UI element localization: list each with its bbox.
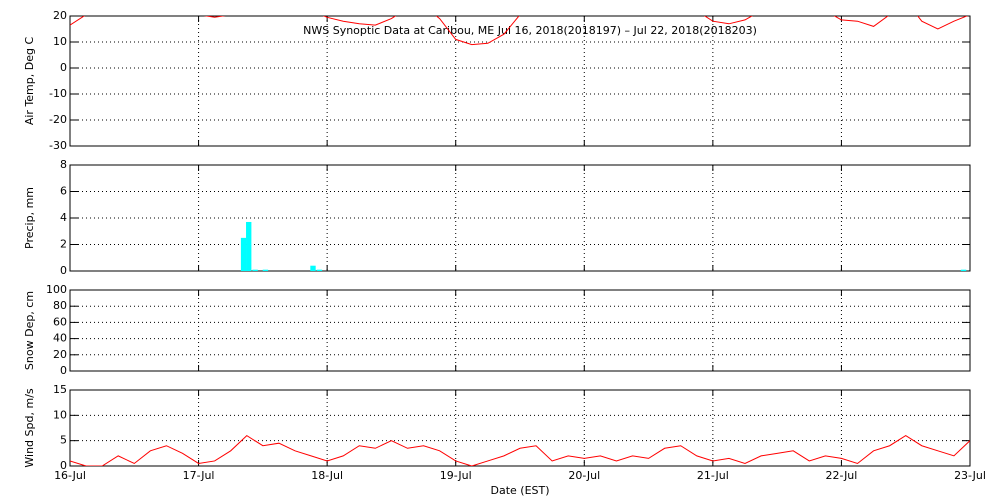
- bar: [310, 265, 316, 271]
- bar: [316, 269, 323, 271]
- y-tick-label: 10: [53, 408, 67, 421]
- x-tick-label: 22-Jul: [825, 469, 857, 482]
- y-tick-label: 10: [53, 35, 67, 48]
- bar: [960, 269, 967, 271]
- plot-area: [240, 221, 967, 271]
- y-tick-label: 40: [53, 332, 67, 345]
- y-axis-label: Snow Dep, cm: [23, 291, 36, 370]
- x-tick-label: 16-Jul: [54, 469, 86, 482]
- x-tick-label: 19-Jul: [440, 469, 472, 482]
- plot-area: [70, 434, 970, 466]
- y-tick-label: -20: [49, 113, 67, 126]
- y-tick-label: 2: [60, 238, 67, 251]
- y-axis-label: Air Temp, Deg C: [23, 37, 36, 126]
- plot-frame: [69, 289, 971, 372]
- plot-area: [70, 16, 969, 46]
- x-tick-label: 21-Jul: [697, 469, 729, 482]
- data-line: [70, 434, 970, 466]
- y-tick-label: 100: [46, 283, 67, 296]
- y-tick-label: 0: [60, 364, 67, 377]
- x-axis-label: Date (EST): [490, 484, 549, 497]
- y-axis-label: Precip, mm: [23, 187, 36, 249]
- y-tick-label: 80: [53, 299, 67, 312]
- y-tick-label: 5: [60, 434, 67, 447]
- data-line: [70, 16, 969, 46]
- y-tick-label: -10: [49, 87, 67, 100]
- plot-frame: [69, 15, 971, 147]
- y-tick-label: 60: [53, 315, 67, 328]
- y-tick-label: 4: [60, 211, 67, 224]
- y-tick-label: 0: [60, 61, 67, 74]
- y-tick-label: 0: [60, 264, 67, 277]
- chart-title: NWS Synoptic Data at Caribou, ME Jul 16,…: [303, 24, 757, 37]
- bar: [252, 269, 258, 271]
- x-tick-label: 17-Jul: [183, 469, 215, 482]
- x-tick-label: 20-Jul: [568, 469, 600, 482]
- y-axis-label: Wind Spd, m/s: [23, 388, 36, 468]
- plot-frame: [69, 389, 971, 467]
- y-tick-label: 15: [53, 383, 67, 396]
- bar: [262, 269, 269, 271]
- bar: [240, 237, 247, 271]
- y-tick-label: 20: [53, 348, 67, 361]
- y-tick-label: 0: [60, 459, 67, 472]
- x-tick-label: 18-Jul: [311, 469, 343, 482]
- y-tick-label: -30: [49, 139, 67, 152]
- x-tick-label: 23-Jul: [954, 469, 986, 482]
- y-tick-label: 6: [60, 185, 67, 198]
- y-tick-label: 8: [60, 158, 67, 171]
- bar: [246, 221, 252, 271]
- y-tick-label: 20: [53, 9, 67, 22]
- plot-frame: [69, 164, 971, 272]
